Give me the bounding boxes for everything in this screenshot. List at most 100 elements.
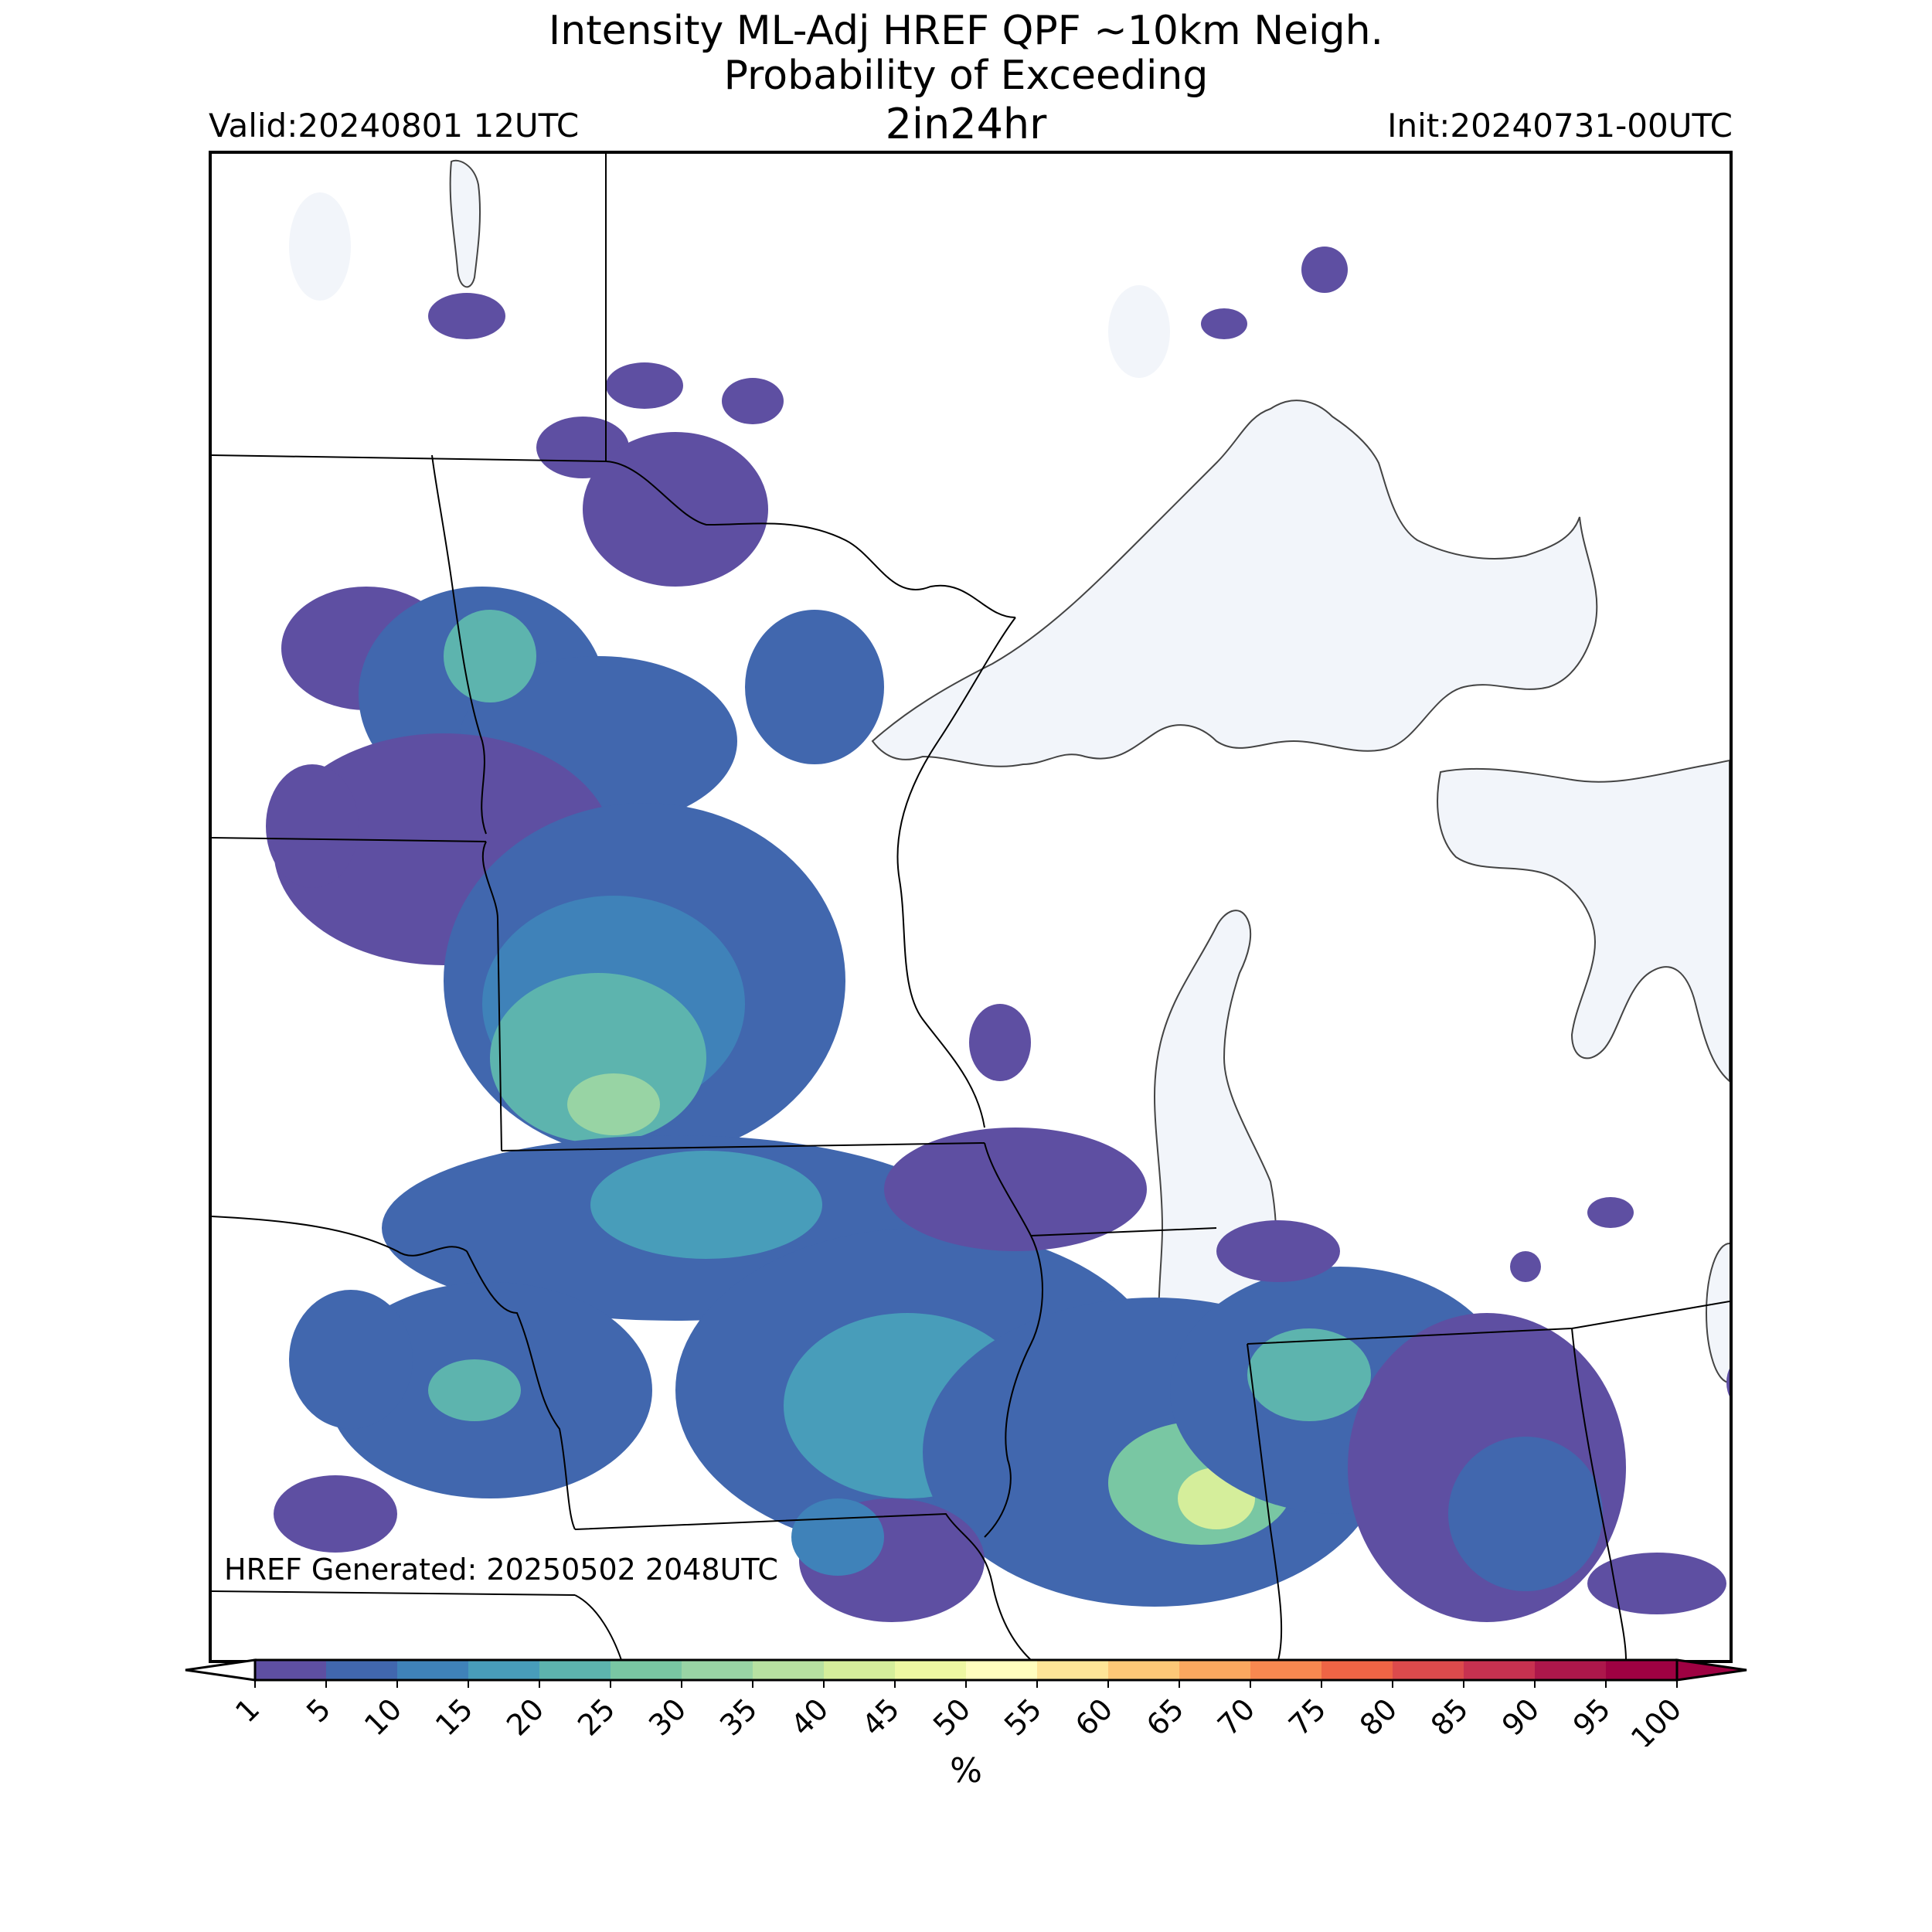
colorbar-swatch — [255, 1660, 327, 1680]
probability-blob — [1247, 1328, 1371, 1421]
colorbar-swatch — [1321, 1660, 1393, 1680]
probability-blob — [606, 362, 683, 409]
colorbar-tick-label: 35 — [713, 1692, 764, 1742]
nd-mn-border — [431, 454, 487, 835]
canada-border-east — [605, 461, 1016, 618]
init-time-label: Init:20240731-00UTC — [1387, 107, 1733, 145]
colorbar-tick-label: 85 — [1424, 1692, 1475, 1742]
mi-oh-border — [1571, 1301, 1730, 1329]
probability-blob — [266, 764, 359, 888]
threshold-label: 2in24hr — [885, 100, 1047, 148]
ne-ks-border — [212, 1590, 576, 1596]
il-in-border — [1247, 1343, 1283, 1660]
colorbar-swatch — [539, 1660, 611, 1680]
probability-layer — [266, 247, 1730, 1622]
probability-blob — [1726, 1369, 1730, 1396]
colorbar-under-arrow — [185, 1658, 257, 1682]
colorbar-swatch — [611, 1660, 682, 1680]
probability-blob — [583, 432, 768, 587]
lake-superior — [871, 400, 1598, 767]
canada-us-border — [212, 154, 607, 463]
probability-blob — [791, 1498, 884, 1576]
colorbar-swatch — [1535, 1660, 1607, 1680]
colorbar-swatch — [966, 1660, 1038, 1680]
probability-blob — [289, 1290, 413, 1429]
probability-blob — [1587, 1197, 1634, 1228]
map-subtitle: Probability of Exceeding — [723, 53, 1209, 99]
valid-time-label: Valid:20240801 12UTC — [209, 107, 580, 145]
colorbar-tick-label: 1 — [229, 1692, 266, 1729]
lake-erie-edge — [1706, 1243, 1730, 1383]
colorbar-unit-label: % — [950, 1751, 982, 1791]
map-canvas — [212, 154, 1730, 1660]
sd-border-north — [212, 837, 487, 842]
colorbar-tick-label: 100 — [1624, 1692, 1688, 1747]
lake-manitoba — [289, 192, 351, 301]
ne-border — [212, 1216, 468, 1257]
colorbar-swatch — [1393, 1660, 1464, 1680]
colorbar-tick-label: 65 — [1140, 1692, 1190, 1742]
probability-blob — [884, 1128, 1147, 1251]
probability-blob — [1301, 247, 1348, 293]
colorbar-swatch — [1179, 1660, 1251, 1680]
colorbar-swatch — [824, 1660, 896, 1680]
colorbar-tick-label: 20 — [500, 1692, 550, 1742]
colorbar-swatch — [468, 1660, 540, 1680]
boundaries-layer — [212, 154, 1730, 1660]
mn-wi-border — [896, 617, 1016, 1128]
colorbar-tick-label: 5 — [300, 1692, 337, 1729]
map-panel — [209, 151, 1733, 1663]
probability-blob — [428, 1359, 521, 1421]
mo-se-border — [574, 1594, 622, 1660]
colorbar-swatch — [895, 1660, 967, 1680]
wi-il-border — [1030, 1227, 1217, 1236]
colorbar-swatch — [1250, 1660, 1322, 1680]
probability-blob — [274, 1475, 397, 1553]
colorbar-tick-label: 90 — [1495, 1692, 1546, 1742]
colorbar-tick-label: 10 — [358, 1692, 408, 1742]
in-oh-border — [1247, 1327, 1627, 1660]
probability-blob — [722, 378, 784, 424]
colorbar-swatch — [1037, 1660, 1109, 1680]
sd-ne-border — [466, 1250, 576, 1530]
colorbar-tick-label: 70 — [1211, 1692, 1261, 1742]
colorbar-swatch — [753, 1660, 825, 1680]
colorbar-tick-label: 80 — [1353, 1692, 1403, 1742]
colorbar-tick-label: 30 — [642, 1692, 692, 1742]
colorbar-tick-label: 95 — [1566, 1692, 1617, 1742]
colorbar-tick-label: 50 — [927, 1692, 977, 1742]
colorbar-over-arrow — [1675, 1658, 1747, 1682]
ia-il-border — [984, 1142, 1043, 1538]
probability-blob — [1587, 1553, 1726, 1614]
colorbar-tick-label: 40 — [784, 1692, 835, 1742]
probability-blob — [969, 1004, 1031, 1081]
colorbar-tick-label: 15 — [429, 1692, 479, 1742]
lake-huron — [1437, 759, 1730, 1083]
colorbar-tick-label: 75 — [1282, 1692, 1332, 1742]
colorbar-swatch — [1606, 1660, 1678, 1680]
lake-winnipeg — [449, 159, 481, 288]
colorbar-tick-label: 55 — [998, 1692, 1048, 1742]
probability-blob — [1216, 1220, 1340, 1282]
colorbar-tick-label: 45 — [855, 1692, 906, 1742]
probability-blob — [1201, 308, 1247, 339]
probability-blob — [590, 1151, 822, 1259]
colorbar-tick-label: 60 — [1069, 1692, 1119, 1742]
probability-blob — [567, 1073, 660, 1135]
colorbar-swatch — [1464, 1660, 1536, 1680]
mn-border-south — [481, 841, 502, 1151]
colorbar-tick-label: 25 — [571, 1692, 621, 1742]
probability-blob — [745, 610, 884, 764]
lake-nipigon — [1108, 285, 1170, 378]
probability-blob — [428, 293, 505, 339]
map-title: Intensity ML-Adj HREF QPF ~10km Neigh. — [548, 8, 1384, 54]
colorbar-swatch — [682, 1660, 753, 1680]
colorbar-swatch — [1108, 1660, 1180, 1680]
probability-blob — [1510, 1251, 1541, 1282]
generated-timestamp: HREF Generated: 20250502 2048UTC — [224, 1553, 778, 1587]
ia-mo-border — [574, 1512, 1032, 1660]
probability-blob — [1448, 1437, 1603, 1591]
colorbar-swatch — [326, 1660, 398, 1680]
colorbar: 1 5 10 15 20 25 30 35 40 45 50 55 60 65 70 75 80 85 90 95 10… — [185, 1658, 1747, 1747]
colorbar-swatch — [397, 1660, 469, 1680]
